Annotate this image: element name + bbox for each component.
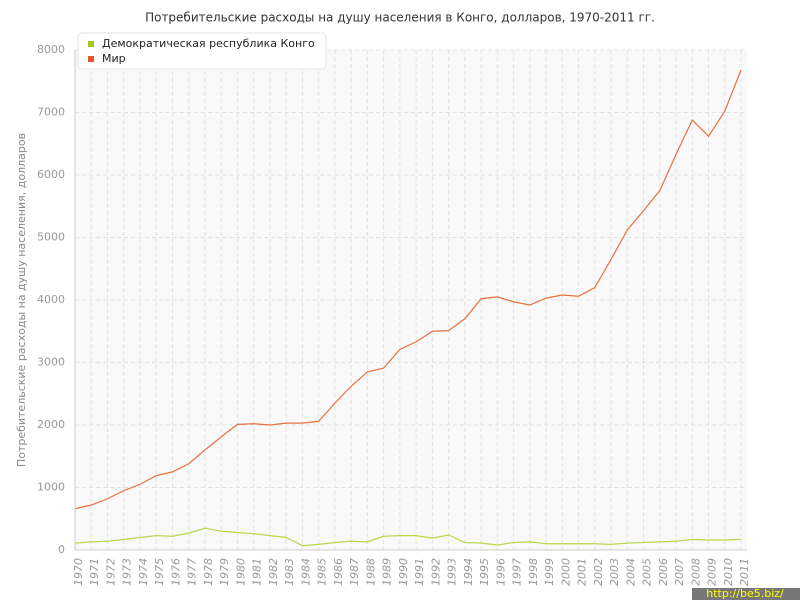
y-tick-label: 4000 xyxy=(37,293,65,306)
legend-swatch xyxy=(88,41,94,47)
legend-label: Демократическая республика Конго xyxy=(102,37,315,50)
x-tick-label: 1999 xyxy=(543,558,556,586)
x-tick-label: 1985 xyxy=(316,558,329,586)
x-tick-label: 2007 xyxy=(673,558,686,586)
x-tick-label: 2003 xyxy=(608,558,621,586)
x-tick-label: 1973 xyxy=(121,558,134,586)
x-tick-label: 1979 xyxy=(218,558,231,586)
x-tick-label: 1996 xyxy=(494,558,507,586)
watermark-box xyxy=(692,588,800,600)
x-tick-label: 2000 xyxy=(559,558,572,586)
x-tick-label: 1986 xyxy=(332,558,345,586)
chart-title: Потребительские расходы на душу населени… xyxy=(145,11,655,25)
x-tick-label: 1998 xyxy=(527,558,540,586)
x-tick-label: 1983 xyxy=(283,558,296,586)
series-line xyxy=(74,69,742,510)
x-tick-label: 2005 xyxy=(641,558,654,586)
x-tick-label: 2006 xyxy=(657,558,670,586)
x-tick-label: 1993 xyxy=(446,558,459,586)
y-tick-label: 7000 xyxy=(37,106,65,119)
y-tick-label: 0 xyxy=(58,543,65,556)
x-tick-label: 1988 xyxy=(364,558,377,586)
y-tick-label: 5000 xyxy=(37,231,65,244)
y-tick-label: 2000 xyxy=(37,418,65,431)
x-tick-label: 1970 xyxy=(72,558,85,586)
x-tick-label: 2008 xyxy=(689,558,702,586)
x-tick-label: 2002 xyxy=(592,558,605,586)
x-tick-label: 2009 xyxy=(706,558,719,586)
x-tick-label: 1974 xyxy=(137,558,150,586)
x-tick-label: 1976 xyxy=(169,558,182,586)
y-tick-label: 1000 xyxy=(37,481,65,494)
x-tick-label: 1991 xyxy=(413,558,426,586)
x-tick-label: 2010 xyxy=(722,558,735,586)
x-tick-label: 1977 xyxy=(186,558,199,586)
watermark: http://be5.biz/ xyxy=(706,587,784,600)
x-tick-label: 1978 xyxy=(202,558,215,586)
x-tick-label: 1984 xyxy=(299,558,312,586)
x-tick-label: 1987 xyxy=(348,558,361,586)
y-tick-label: 6000 xyxy=(37,168,65,181)
x-tick-label: 2011 xyxy=(738,558,751,586)
x-tick-label: 1975 xyxy=(153,558,166,586)
x-tick-label: 2001 xyxy=(576,558,589,586)
x-tick-label: 1971 xyxy=(88,558,101,586)
y-axis-label: Потребительские расходы на душу населени… xyxy=(15,133,28,467)
y-tick-label: 3000 xyxy=(37,356,65,369)
x-tick-label: 1972 xyxy=(104,558,117,586)
x-tick-label: 1997 xyxy=(511,558,524,586)
legend xyxy=(77,32,327,70)
x-tick-label: 1994 xyxy=(462,558,475,586)
x-tick-label: 1980 xyxy=(234,558,247,586)
y-tick-label: 8000 xyxy=(37,43,65,56)
series-line xyxy=(74,527,742,547)
x-tick-label: 1989 xyxy=(381,558,394,586)
x-tick-label: 1995 xyxy=(478,558,491,586)
x-tick-label: 2004 xyxy=(624,558,637,586)
x-tick-label: 1981 xyxy=(251,558,264,586)
legend-swatch xyxy=(88,56,94,62)
x-tick-label: 1982 xyxy=(267,558,280,586)
legend-label: Мир xyxy=(102,52,126,65)
x-tick-label: 1992 xyxy=(429,558,442,586)
x-tick-label: 1990 xyxy=(397,558,410,586)
